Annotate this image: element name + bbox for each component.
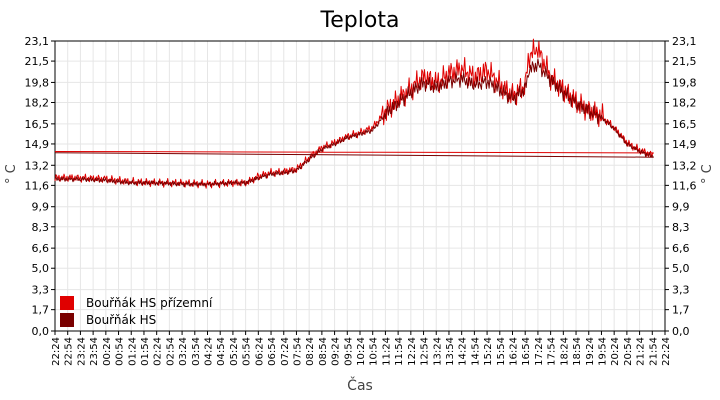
y-tick-label-left: 19,8 (25, 76, 50, 89)
x-tick-label: 10:24 (356, 337, 367, 366)
x-tick-label: 21:24 (636, 337, 647, 366)
x-tick-label: 23:54 (89, 337, 100, 366)
y-tick-label-left: 18,2 (25, 97, 50, 110)
x-tick-label: 01:24 (127, 337, 138, 366)
x-tick-label: 07:24 (280, 337, 291, 366)
x-tick-label: 12:24 (407, 337, 418, 366)
y-tick-label-right: 19,8 (672, 76, 697, 89)
x-tick-label: 17:54 (547, 337, 558, 366)
legend-label-series1: Bouřňák HS přízemní (86, 295, 213, 310)
y-tick-label-right: 11,6 (672, 179, 697, 192)
series-line-2 (54, 58, 654, 188)
legend-swatch-series1 (60, 295, 74, 310)
y-tick-label-left: 3,3 (32, 284, 50, 297)
y-axis-label-right: ° C (700, 164, 715, 184)
y-tick-label-right: 1,7 (672, 304, 690, 317)
y-tick-label-left: 1,7 (32, 304, 50, 317)
y-tick-label-right: 21,5 (672, 55, 697, 68)
x-tick-label: 15:24 (483, 337, 494, 366)
y-tick-label-right: 6,6 (672, 242, 690, 255)
x-tick-label: 18:24 (559, 337, 570, 366)
x-tick-label: 07:54 (292, 337, 303, 366)
x-tick-label: 08:54 (318, 337, 329, 366)
x-tick-label: 14:24 (458, 337, 469, 366)
y-tick-label-left: 5,0 (32, 262, 50, 275)
x-tick-label: 04:24 (204, 337, 215, 366)
x-tick-label: 06:54 (267, 337, 278, 366)
x-tick-label: 16:54 (521, 337, 532, 366)
x-tick-label: 14:54 (470, 337, 481, 366)
y-tick-label-right: 23,1 (672, 35, 697, 48)
x-tick-label: 12:54 (420, 337, 431, 366)
x-tick-label: 02:54 (165, 337, 176, 366)
x-tick-label: 13:54 (445, 337, 456, 366)
x-tick-label: 11:24 (381, 337, 392, 366)
y-tick-label-left: 23,1 (25, 35, 50, 48)
x-tick-label: 13:24 (432, 337, 443, 366)
legend-label-series2: Bouřňák HS (86, 312, 157, 327)
x-tick-label: 03:24 (178, 337, 189, 366)
x-tick-label: 06:24 (254, 337, 265, 366)
legend-item-series1: Bouřňák HS přízemní (60, 294, 212, 311)
x-tick-label: 00:54 (115, 337, 126, 366)
y-tick-label-right: 18,2 (672, 97, 697, 110)
x-tick-label: 19:54 (597, 337, 608, 366)
x-tick-label: 15:54 (496, 337, 507, 366)
y-tick-label-right: 9,9 (672, 201, 690, 214)
y-axis-label-left: ° C (4, 164, 19, 184)
y-tick-label-right: 0,0 (672, 325, 690, 338)
x-tick-label: 22:24 (51, 337, 62, 366)
x-tick-label: 09:24 (331, 337, 342, 366)
y-tick-label-left: 16,5 (25, 118, 50, 131)
legend-swatch-series2 (60, 312, 74, 327)
x-tick-label: 05:24 (229, 337, 240, 366)
x-tick-label: 09:54 (343, 337, 354, 366)
x-tick-label: 19:24 (585, 337, 596, 366)
x-tick-label: 08:24 (305, 337, 316, 366)
y-tick-label-left: 21,5 (25, 55, 50, 68)
x-tick-label: 20:24 (610, 337, 621, 366)
y-tick-label-right: 13,2 (672, 159, 697, 172)
y-tick-label-left: 0,0 (32, 325, 50, 338)
y-tick-label-left: 14,9 (25, 138, 50, 151)
y-tick-label-left: 13,2 (25, 159, 50, 172)
x-tick-label: 00:24 (102, 337, 113, 366)
x-tick-label: 18:54 (572, 337, 583, 366)
y-tick-label-left: 9,9 (32, 201, 50, 214)
plot-frame (54, 40, 666, 332)
x-tick-label: 17:24 (534, 337, 545, 366)
y-tick-label-left: 8,3 (32, 221, 50, 234)
y-tick-label-left: 6,6 (32, 242, 50, 255)
x-tick-label: 05:54 (242, 337, 253, 366)
y-tick-label-right: 8,3 (672, 221, 690, 234)
x-axis-label: Čas (347, 376, 373, 394)
x-tick-label: 03:54 (191, 337, 202, 366)
x-tick-label: 23:24 (76, 337, 87, 366)
x-tick-label: 04:54 (216, 337, 227, 366)
x-tick-label: 02:24 (153, 337, 164, 366)
x-tick-label: 11:54 (394, 337, 405, 366)
y-tick-label-right: 16,5 (672, 118, 697, 131)
legend: Bouřňák HS přízemní Bouřňák HS (60, 294, 212, 328)
x-tick-label: 20:54 (623, 337, 634, 366)
y-tick-label-right: 3,3 (672, 284, 690, 297)
x-tick-label: 22:24 (661, 337, 672, 366)
x-tick-label: 16:24 (509, 337, 520, 366)
chart-title: Teplota (320, 8, 400, 33)
legend-item-series2: Bouřňák HS (60, 311, 212, 328)
y-tick-label-left: 11,6 (25, 179, 50, 192)
x-tick-label: 01:54 (140, 337, 151, 366)
x-tick-label: 21:54 (648, 337, 659, 366)
y-tick-label-right: 5,0 (672, 262, 690, 275)
y-tick-label-right: 14,9 (672, 138, 697, 151)
x-tick-label: 22:54 (64, 337, 75, 366)
x-tick-label: 10:54 (369, 337, 380, 366)
